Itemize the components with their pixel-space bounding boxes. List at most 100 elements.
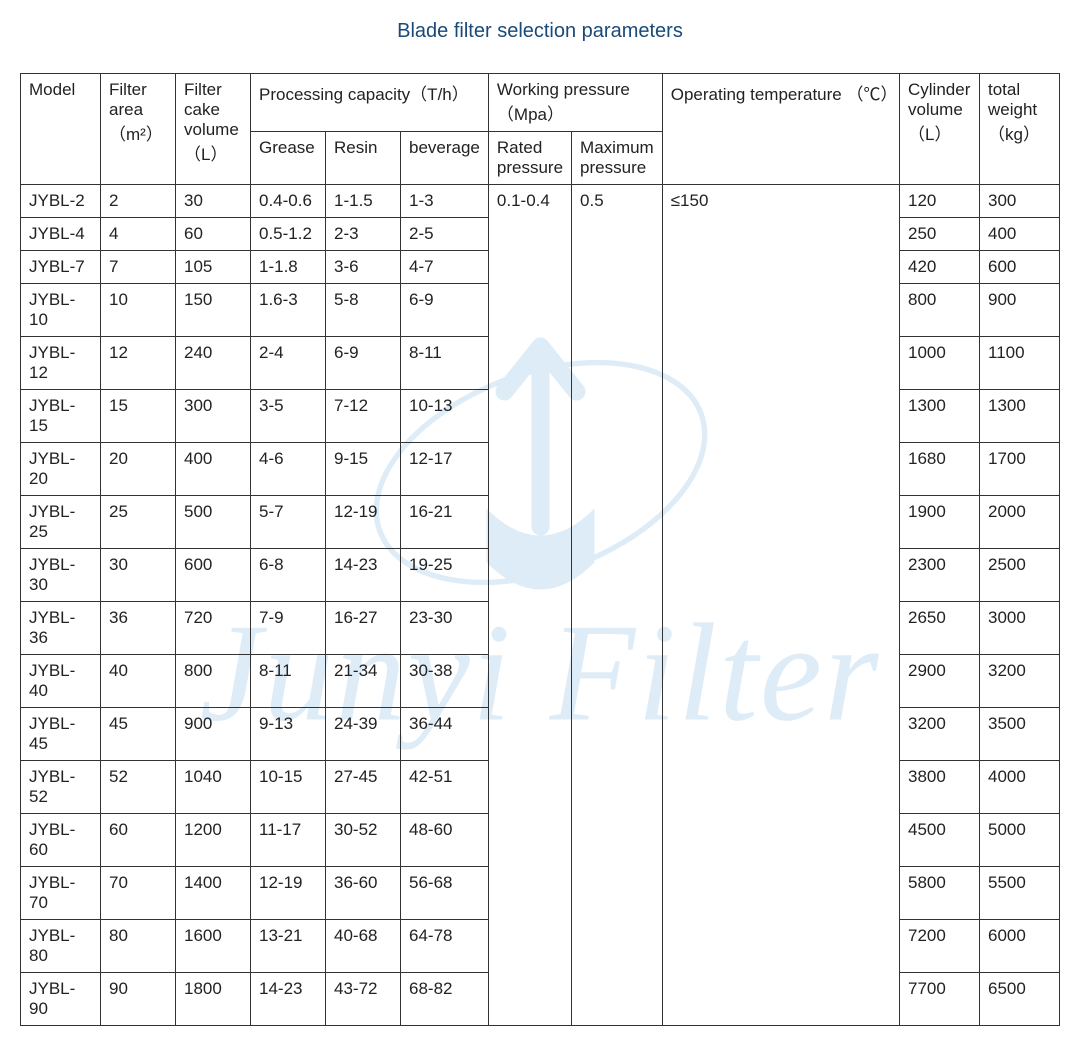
cell-cake: 400 xyxy=(176,443,251,496)
cell-grease: 9-13 xyxy=(251,708,326,761)
cell-grease: 6-8 xyxy=(251,549,326,602)
cell-cyl: 7700 xyxy=(900,973,980,1026)
header-model: Model xyxy=(21,74,101,185)
cell-cake: 300 xyxy=(176,390,251,443)
cell-resin: 2-3 xyxy=(326,218,401,251)
cell-cake: 105 xyxy=(176,251,251,284)
header-filter-area: Filter area （m²） xyxy=(101,74,176,185)
cell-resin: 16-27 xyxy=(326,602,401,655)
cell-area: 90 xyxy=(101,973,176,1026)
cell-bev: 10-13 xyxy=(401,390,489,443)
cell-cyl: 250 xyxy=(900,218,980,251)
table-body: JYBL-22300.4-0.61-1.51-30.1-0.40.5≤15012… xyxy=(21,185,1060,1026)
cell-bev: 36-44 xyxy=(401,708,489,761)
header-beverage: beverage xyxy=(401,132,489,185)
cell-wt: 6500 xyxy=(980,973,1060,1026)
cell-cyl: 420 xyxy=(900,251,980,284)
cell-wt: 600 xyxy=(980,251,1060,284)
cell-bev: 6-9 xyxy=(401,284,489,337)
cell-model: JYBL-2 xyxy=(21,185,101,218)
cell-cyl: 1300 xyxy=(900,390,980,443)
header-filter-cake-volume: Filter cake volume （L） xyxy=(176,74,251,185)
cell-bev: 12-17 xyxy=(401,443,489,496)
cell-model: JYBL-25 xyxy=(21,496,101,549)
cell-grease: 10-15 xyxy=(251,761,326,814)
cell-grease: 0.5-1.2 xyxy=(251,218,326,251)
cell-bev: 4-7 xyxy=(401,251,489,284)
cell-area: 52 xyxy=(101,761,176,814)
header-grease: Grease xyxy=(251,132,326,185)
parameters-table: Model Filter area （m²） Filter cake volum… xyxy=(20,73,1060,1026)
cell-grease: 1.6-3 xyxy=(251,284,326,337)
cell-bev: 23-30 xyxy=(401,602,489,655)
cell-area: 36 xyxy=(101,602,176,655)
header-processing-capacity: Processing capacity（T/h） xyxy=(251,74,489,132)
cell-resin: 14-23 xyxy=(326,549,401,602)
cell-resin: 43-72 xyxy=(326,973,401,1026)
cell-bev: 68-82 xyxy=(401,973,489,1026)
cell-cake: 1800 xyxy=(176,973,251,1026)
cell-model: JYBL-40 xyxy=(21,655,101,708)
cell-resin: 24-39 xyxy=(326,708,401,761)
cell-bev: 42-51 xyxy=(401,761,489,814)
header-total-weight: total weight （kg） xyxy=(980,74,1060,185)
cell-resin: 21-34 xyxy=(326,655,401,708)
header-cylinder-volume: Cylinder volume （L） xyxy=(900,74,980,185)
cell-cyl: 1680 xyxy=(900,443,980,496)
cell-wt: 1300 xyxy=(980,390,1060,443)
cell-wt: 2500 xyxy=(980,549,1060,602)
cell-bev: 8-11 xyxy=(401,337,489,390)
cell-resin: 5-8 xyxy=(326,284,401,337)
cell-resin: 6-9 xyxy=(326,337,401,390)
cell-grease: 7-9 xyxy=(251,602,326,655)
cell-model: JYBL-70 xyxy=(21,867,101,920)
cell-cyl: 1900 xyxy=(900,496,980,549)
cell-max-pressure: 0.5 xyxy=(572,185,663,1026)
cell-grease: 11-17 xyxy=(251,814,326,867)
cell-resin: 9-15 xyxy=(326,443,401,496)
cell-model: JYBL-12 xyxy=(21,337,101,390)
cell-grease: 3-5 xyxy=(251,390,326,443)
cell-model: JYBL-10 xyxy=(21,284,101,337)
cell-bev: 2-5 xyxy=(401,218,489,251)
cell-bev: 16-21 xyxy=(401,496,489,549)
cell-cyl: 2650 xyxy=(900,602,980,655)
cell-area: 45 xyxy=(101,708,176,761)
cell-model: JYBL-7 xyxy=(21,251,101,284)
cell-cake: 1200 xyxy=(176,814,251,867)
cell-wt: 1100 xyxy=(980,337,1060,390)
cell-cyl: 2900 xyxy=(900,655,980,708)
cell-wt: 3200 xyxy=(980,655,1060,708)
header-max-pressure: Maximum pressure xyxy=(572,132,663,185)
header-operating-temp: Operating temperature （℃） xyxy=(662,74,899,185)
cell-area: 60 xyxy=(101,814,176,867)
cell-cake: 500 xyxy=(176,496,251,549)
cell-cake: 30 xyxy=(176,185,251,218)
cell-model: JYBL-15 xyxy=(21,390,101,443)
cell-cyl: 1000 xyxy=(900,337,980,390)
table-header: Model Filter area （m²） Filter cake volum… xyxy=(21,74,1060,185)
cell-model: JYBL-52 xyxy=(21,761,101,814)
cell-area: 80 xyxy=(101,920,176,973)
cell-resin: 40-68 xyxy=(326,920,401,973)
cell-grease: 4-6 xyxy=(251,443,326,496)
cell-area: 40 xyxy=(101,655,176,708)
cell-grease: 5-7 xyxy=(251,496,326,549)
cell-area: 30 xyxy=(101,549,176,602)
cell-cake: 240 xyxy=(176,337,251,390)
cell-wt: 3000 xyxy=(980,602,1060,655)
table-row: JYBL-22300.4-0.61-1.51-30.1-0.40.5≤15012… xyxy=(21,185,1060,218)
cell-cyl: 800 xyxy=(900,284,980,337)
cell-resin: 30-52 xyxy=(326,814,401,867)
cell-grease: 1-1.8 xyxy=(251,251,326,284)
cell-cake: 150 xyxy=(176,284,251,337)
cell-wt: 400 xyxy=(980,218,1060,251)
cell-grease: 13-21 xyxy=(251,920,326,973)
cell-model: JYBL-4 xyxy=(21,218,101,251)
header-working-pressure: Working pressure （Mpa） xyxy=(488,74,662,132)
cell-area: 20 xyxy=(101,443,176,496)
cell-wt: 300 xyxy=(980,185,1060,218)
cell-operating-temp: ≤150 xyxy=(662,185,899,1026)
cell-grease: 8-11 xyxy=(251,655,326,708)
header-rated-pressure: Rated pressure xyxy=(488,132,571,185)
